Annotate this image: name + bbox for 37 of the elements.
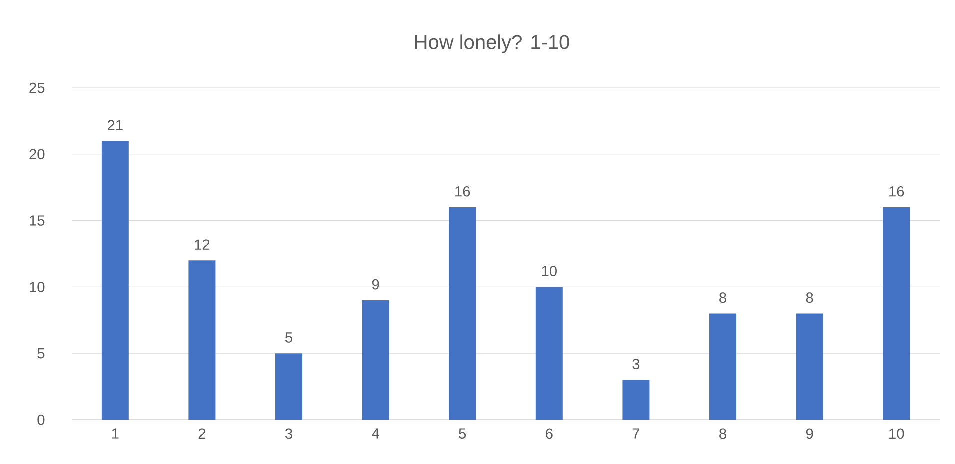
y-tick-label: 25 <box>30 82 45 94</box>
chart-title: How lonely? 1-10 <box>415 34 570 54</box>
data-label: 8 <box>806 292 814 304</box>
data-label: 12 <box>195 240 210 250</box>
bar <box>449 208 476 420</box>
x-tick-label: 6 <box>546 428 553 440</box>
x-tick-label: 3 <box>285 428 292 440</box>
bar <box>536 287 563 420</box>
data-label: 5 <box>286 332 292 343</box>
x-tick-label: 1 <box>112 428 119 439</box>
x-tick-label: 9 <box>806 428 814 440</box>
data-label: 9 <box>372 279 380 290</box>
x-tick-label: 8 <box>720 428 726 440</box>
y-tick-label: 5 <box>38 348 45 359</box>
bar <box>710 314 737 420</box>
y-tick-label: 20 <box>30 149 45 160</box>
x-tick-label: 4 <box>372 428 380 439</box>
bar <box>883 208 910 420</box>
bar <box>276 354 303 420</box>
data-label: 16 <box>890 186 904 197</box>
data-label: 3 <box>632 359 640 370</box>
x-tick-label: 5 <box>459 428 466 439</box>
bar <box>362 300 390 420</box>
y-tick-label: 0 <box>38 414 45 426</box>
y-tick-label: 15 <box>30 216 45 226</box>
bar <box>102 141 129 420</box>
data-label: 21 <box>108 120 123 130</box>
bar <box>796 314 824 420</box>
bar <box>622 380 650 420</box>
bar <box>188 260 216 420</box>
data-label: 16 <box>456 186 470 197</box>
x-tick-label: 2 <box>198 428 206 439</box>
x-tick-label: 7 <box>632 428 640 439</box>
y-tick-label: 10 <box>30 282 45 292</box>
x-tick-label: 10 <box>890 428 904 440</box>
data-label: 8 <box>720 292 726 304</box>
data-label: 10 <box>542 266 557 276</box>
